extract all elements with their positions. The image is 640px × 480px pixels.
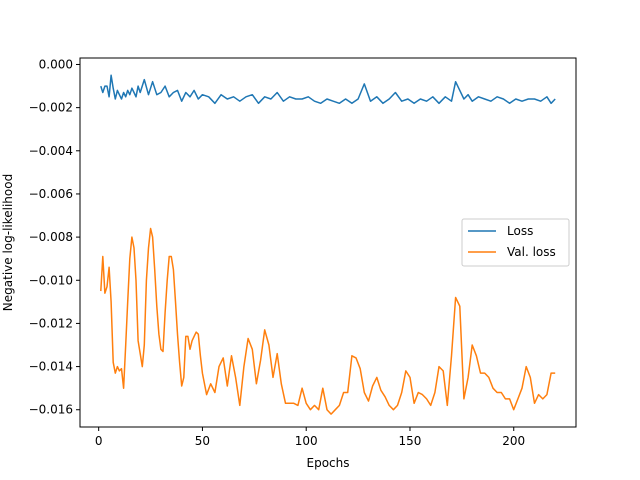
axis-ticks: 0 50 100 150 200 0.000 −0.002 −0.004 −0.006 −0.00… (29, 57, 526, 448)
x-axis-label: Epochs (307, 456, 350, 470)
x-tick-label: 0 (95, 434, 103, 448)
y-tick-label: 0.000 (39, 57, 73, 71)
y-tick-label: −0.002 (29, 101, 73, 115)
series-line-loss (100, 74, 556, 105)
legend: Loss Val. loss (461, 218, 570, 267)
y-tick-label: −0.004 (29, 144, 73, 158)
x-tick-label: 50 (195, 434, 210, 448)
y-tick-label: −0.010 (29, 273, 73, 287)
series-line-val-loss (100, 227, 556, 415)
y-tick-label: −0.008 (29, 230, 73, 244)
y-tick-label: −0.014 (29, 360, 73, 374)
y-tick-label: −0.006 (29, 187, 73, 201)
x-tick-label: 200 (502, 434, 525, 448)
x-tick-label: 100 (295, 434, 318, 448)
legend-label-loss: Loss (507, 224, 533, 238)
x-tick-label: 150 (399, 434, 422, 448)
plot-frame (79, 57, 577, 428)
series-lines (100, 74, 556, 415)
legend-label-val-loss: Val. loss (507, 245, 556, 259)
y-axis-label: Negative log-likelihood (1, 174, 15, 311)
y-tick-label: −0.016 (29, 403, 73, 417)
y-tick-label: −0.012 (29, 316, 73, 330)
